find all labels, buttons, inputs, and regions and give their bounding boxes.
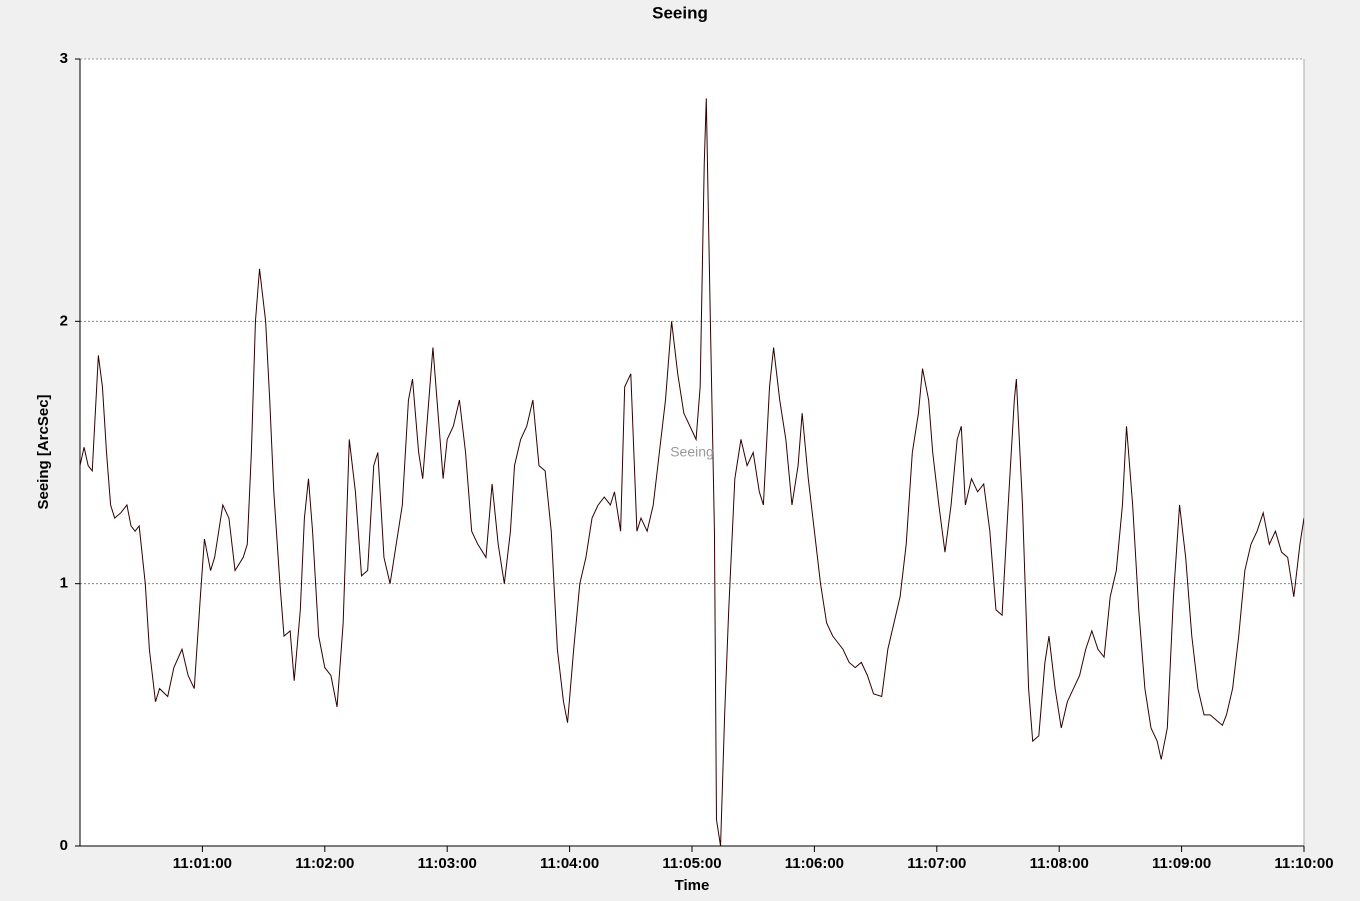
y-tick-label: 2 bbox=[60, 312, 68, 329]
x-tick-label: 11:03:00 bbox=[418, 855, 477, 872]
x-tick-label: 11:01:00 bbox=[173, 855, 232, 872]
x-tick-label: 11:02:00 bbox=[295, 855, 354, 872]
y-tick-label: 1 bbox=[60, 575, 68, 592]
y-tick-label: 0 bbox=[60, 837, 68, 854]
plot-area bbox=[80, 59, 1304, 846]
x-tick-label: 11:10:00 bbox=[1274, 855, 1333, 872]
x-tick-label: 11:08:00 bbox=[1030, 855, 1089, 872]
y-axis-label: Seeing [ArcSec] bbox=[35, 394, 52, 509]
x-tick-label: 11:05:00 bbox=[662, 855, 721, 872]
x-tick-label: 11:06:00 bbox=[785, 855, 844, 872]
x-tick-label: 11:07:00 bbox=[907, 855, 966, 872]
chart-title: Seeing bbox=[652, 3, 708, 22]
x-tick-label: 11:04:00 bbox=[540, 855, 599, 872]
data-line bbox=[80, 98, 1304, 846]
x-axis-label: Time bbox=[675, 877, 710, 894]
x-tick-label: 11:09:00 bbox=[1152, 855, 1211, 872]
y-tick-label: 3 bbox=[60, 50, 68, 67]
series-label: Seeing bbox=[670, 444, 714, 460]
